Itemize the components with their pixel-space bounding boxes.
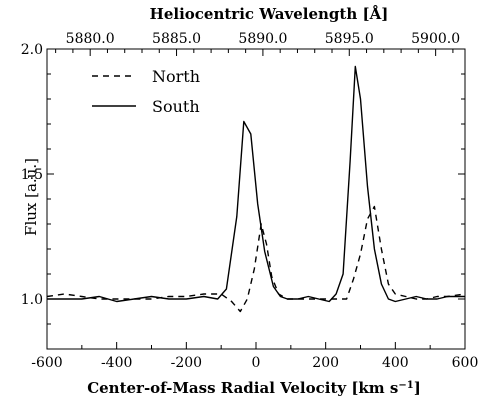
x-tick-label: -200: [171, 355, 202, 371]
y-axis-title: Flux [a.u.]: [22, 158, 40, 236]
series-line-north: [46, 205, 466, 313]
legend-north-label: North: [152, 67, 200, 86]
ticks-layer: -600 -400 -200 0 200 400 600 5880.0 5885.0 5890.0…: [21, 31, 479, 371]
bottom-axis-title-close: ]: [414, 379, 421, 397]
bottom-axis-title-main: Center-of-Mass Radial Velocity [km s: [87, 379, 398, 397]
y-tick-label: 2.0: [21, 42, 43, 58]
x-tick-label: 0: [252, 355, 261, 371]
x2-tick-label: 5900.0: [411, 31, 460, 47]
x-tick-label: -400: [101, 355, 132, 371]
x2-tick-label: 5890.0: [238, 31, 287, 47]
series-line-south: [47, 65, 465, 303]
legend-south-label: South: [152, 97, 200, 116]
legend: North South: [92, 67, 200, 116]
series-layer: [46, 65, 466, 313]
bottom-axis-title-exponent: −1: [398, 380, 413, 391]
plot-frame: [46, 48, 466, 350]
y-tick-label: 1.0: [21, 292, 43, 308]
x2-tick-label: 5895.0: [325, 31, 374, 47]
x-tick-label: 400: [382, 355, 409, 371]
x-tick-label: -600: [31, 355, 62, 371]
bottom-axis-title: Center-of-Mass Radial Velocity [km s−1]: [87, 379, 421, 397]
x2-tick-label: 5880.0: [66, 31, 115, 47]
top-axis-title: Heliocentric Wavelength [Å]: [150, 5, 389, 23]
x2-tick-label: 5885.0: [152, 31, 201, 47]
x-tick-label: 600: [452, 355, 479, 371]
y-tick-label: 1.5: [21, 167, 43, 183]
x-tick-label: 200: [312, 355, 339, 371]
